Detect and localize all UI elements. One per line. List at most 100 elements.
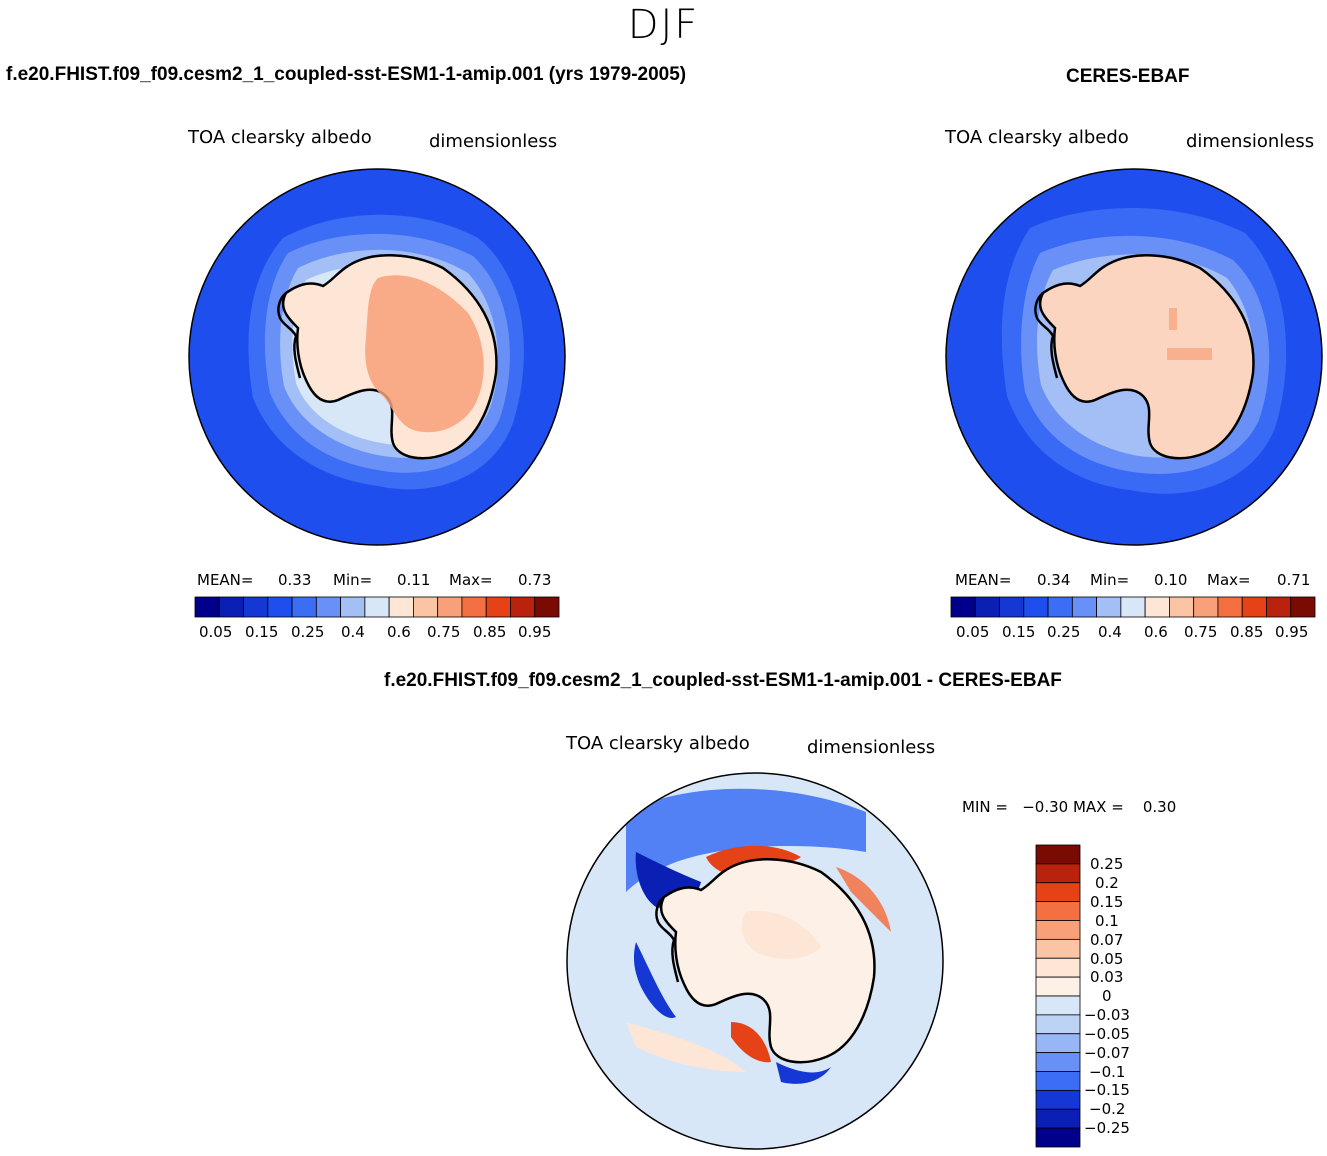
- interior-weak-positive: [741, 911, 821, 959]
- panel-2-cb-tick: 0.75: [1184, 623, 1218, 641]
- panel-1-min-label: Min=: [333, 571, 373, 589]
- diff-panel-minmax: MIN = −0.30 MAX = 0.30: [962, 798, 1177, 816]
- diff-cb-tick: 0.07: [1090, 931, 1124, 949]
- panel-2-cb-tick: 0.05: [956, 623, 990, 641]
- plateau-patch: [1167, 348, 1212, 360]
- diff-cb-tick: −0.07: [1084, 1044, 1130, 1062]
- peninsula-coast: [277, 292, 302, 379]
- colorbar-swatch: [1035, 1033, 1081, 1054]
- diff-cb-tick: 0.25: [1090, 855, 1124, 873]
- panel-1-cb-tick: 0.25: [291, 623, 325, 641]
- panel-1-cb-tick: 0.95: [518, 623, 552, 641]
- panel-2-cb-tick: 0.4: [1098, 623, 1122, 641]
- diff-panel-variable-label: TOA clearsky albedo: [566, 733, 750, 754]
- panel-1-map: [188, 168, 566, 546]
- panel-1-max-label: Max=: [449, 571, 493, 589]
- panel-2-title: CERES-EBAF: [1066, 66, 1190, 87]
- colorbar-swatch: [1035, 938, 1081, 959]
- colorbar-swatch: [291, 596, 317, 618]
- diff-panel-map: [566, 772, 944, 1150]
- map-boundary: [188, 168, 566, 546]
- colorbar-swatch: [1071, 596, 1098, 618]
- panel-2-colorbar: [950, 596, 1316, 618]
- panel-2-min-label: Min=: [1090, 571, 1130, 589]
- colorbar-swatch: [1035, 976, 1081, 997]
- plateau-patch-2: [1169, 308, 1177, 330]
- panel-1-cb-tick: 0.85: [473, 623, 507, 641]
- colorbar-swatch: [1035, 1014, 1081, 1035]
- colorbar-swatch: [1035, 863, 1081, 884]
- diff-panel-title: f.e20.FHIST.f09_f09.cesm2_1_coupled-sst-…: [384, 670, 1062, 691]
- panel-2-cb-tick: 0.25: [1047, 623, 1081, 641]
- panel-2-mean-label: MEAN=: [955, 571, 1012, 589]
- colorbar-swatch: [1035, 920, 1081, 940]
- plateau-high-albedo: [365, 275, 484, 433]
- colorbar-swatch: [1035, 1071, 1081, 1091]
- colorbar-swatch: [1241, 596, 1267, 618]
- panel-1-cb-tick: 0.6: [387, 623, 411, 641]
- colorbar-swatch: [974, 596, 1000, 618]
- panel-2-mean-value: 0.34: [1037, 571, 1071, 589]
- panel-2-map: [945, 168, 1323, 546]
- panel-2-cb-tick: 0.95: [1275, 623, 1309, 641]
- positive-bias-east: [836, 867, 891, 932]
- panel-2-cb-tick: 0.85: [1230, 623, 1264, 641]
- colorbar-swatch: [1193, 596, 1219, 618]
- panel-1-cb-tick: 0.05: [199, 623, 233, 641]
- colorbar-swatch: [364, 596, 390, 618]
- panel-2-max-value: 0.71: [1277, 571, 1311, 589]
- colorbar-swatch: [267, 596, 293, 618]
- positive-weak-south: [626, 1022, 746, 1072]
- colorbar-swatch: [412, 596, 439, 618]
- colorbar-swatch: [1035, 1127, 1081, 1148]
- diff-cb-tick: 0: [1102, 987, 1112, 1005]
- colorbar-swatch: [1035, 1052, 1081, 1072]
- colorbar-swatch: [1217, 596, 1243, 618]
- panel-2-min-value: 0.10: [1154, 571, 1188, 589]
- diff-cb-tick: 0.03: [1090, 968, 1124, 986]
- peninsula-coast: [1034, 292, 1059, 379]
- panel-1-mean-label: MEAN=: [197, 571, 254, 589]
- diff-cb-tick: −0.15: [1084, 1081, 1130, 1099]
- panel-1-cb-tick: 0.4: [341, 623, 365, 641]
- colorbar-swatch: [437, 596, 463, 618]
- panel-2-units-label: dimensionless: [1186, 131, 1315, 152]
- negative-bias-north: [626, 788, 866, 892]
- diff-cb-tick: −0.2: [1089, 1100, 1126, 1118]
- panel-1-mean-value: 0.33: [278, 571, 312, 589]
- panel-1-title: f.e20.FHIST.f09_f09.cesm2_1_coupled-sst-…: [6, 64, 687, 85]
- map-boundary: [566, 772, 944, 1150]
- colorbar-swatch: [1023, 596, 1049, 618]
- colorbar-swatch: [1035, 882, 1081, 903]
- colorbar-swatch: [485, 596, 511, 618]
- diff-cb-tick: 0.05: [1090, 950, 1124, 968]
- colorbar-swatch: [1035, 1108, 1081, 1129]
- colorbar-swatch: [1290, 596, 1316, 618]
- season-title: DJF: [627, 2, 700, 48]
- colorbar-swatch: [1096, 596, 1122, 618]
- diff-cb-tick: −0.25: [1084, 1119, 1130, 1137]
- colorbar-swatch: [510, 596, 536, 618]
- panel-1-cb-tick: 0.15: [245, 623, 279, 641]
- colorbar-swatch: [243, 596, 269, 618]
- colorbar-swatch: [534, 596, 560, 618]
- colorbar-swatch: [340, 596, 366, 618]
- colorbar-swatch: [1144, 596, 1170, 618]
- colorbar-swatch: [999, 596, 1025, 618]
- diff-panel-units-label: dimensionless: [807, 737, 936, 758]
- panel-1-colorbar: [194, 596, 560, 618]
- diff-cb-tick: 0.2: [1095, 874, 1119, 892]
- diff-cb-tick: −0.1: [1089, 1063, 1126, 1081]
- peninsula-coast: [655, 896, 680, 983]
- panel-1-min-value: 0.11: [397, 571, 431, 589]
- diff-panel-colorbar: [1035, 844, 1081, 1148]
- panel-2-cb-tick: 0.6: [1144, 623, 1168, 641]
- colorbar-swatch: [1047, 596, 1073, 618]
- colorbar-swatch: [1035, 957, 1081, 978]
- panel-2-max-label: Max=: [1207, 571, 1251, 589]
- panel-2-variable-label: TOA clearsky albedo: [945, 127, 1129, 148]
- colorbar-swatch: [194, 596, 220, 618]
- colorbar-swatch: [1168, 596, 1195, 618]
- negative-bias-west: [633, 942, 676, 1018]
- colorbar-swatch: [1035, 844, 1081, 865]
